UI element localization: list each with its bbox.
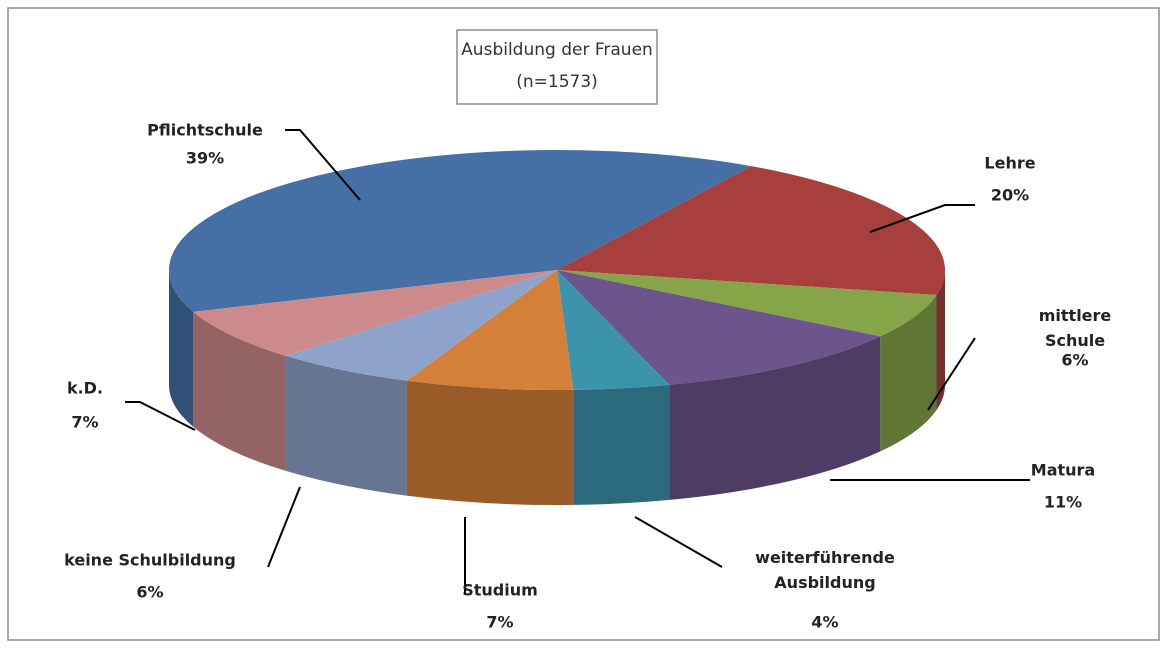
slice — [169, 149, 751, 312]
category-label: Matura — [1030, 460, 1096, 480]
slice — [285, 270, 557, 381]
slice — [557, 270, 937, 337]
leader-line — [869, 204, 975, 233]
leader-line — [634, 516, 723, 568]
leader-line — [927, 337, 976, 411]
value-label: 11% — [1043, 492, 1083, 512]
slice-side — [669, 336, 881, 500]
category-label: keine Schulbildung — [64, 550, 236, 570]
value-label: 7% — [486, 612, 514, 632]
slice-side-shade — [193, 311, 286, 471]
slice-side — [406, 380, 574, 506]
slice-side — [285, 355, 407, 496]
category-label: k.D. — [66, 378, 104, 398]
slice-side-shade — [880, 294, 937, 452]
slice — [406, 270, 574, 390]
slice-side-shade — [169, 270, 194, 427]
leader-line — [267, 486, 301, 568]
value-label: 7% — [71, 412, 99, 432]
slice — [557, 270, 670, 390]
slice-side — [936, 270, 945, 410]
category-label: Studium — [462, 580, 538, 600]
leader-line — [125, 401, 196, 431]
value-label: 4% — [811, 612, 839, 632]
value-label: 6% — [136, 582, 164, 602]
category-label: mittlere Schule — [1038, 306, 1112, 350]
value-label: 6% — [1061, 350, 1089, 370]
slice-side-shade — [573, 384, 670, 505]
chart-subtitle: (n=1573) — [516, 72, 598, 92]
slice-side-shade — [406, 380, 574, 506]
slice — [557, 270, 881, 385]
slice-side-shade — [285, 355, 407, 496]
category-label: Lehre — [984, 153, 1036, 173]
slice — [557, 166, 945, 295]
slice-side — [169, 270, 194, 427]
title-box — [456, 29, 658, 105]
leader-line — [285, 129, 361, 201]
chart-title: Ausbildung der Frauen — [461, 40, 653, 60]
slice-side-shade — [669, 336, 881, 500]
category-label: Pflichtschule — [147, 120, 263, 140]
slice — [193, 270, 557, 356]
slice-side — [193, 311, 286, 471]
category-label: weiterführende Ausbildung — [755, 548, 895, 592]
slice-side — [880, 294, 937, 452]
value-label: 20% — [990, 185, 1030, 205]
slice-side — [573, 384, 670, 505]
value-label: 39% — [185, 148, 225, 168]
slice-side-shade — [936, 270, 945, 410]
